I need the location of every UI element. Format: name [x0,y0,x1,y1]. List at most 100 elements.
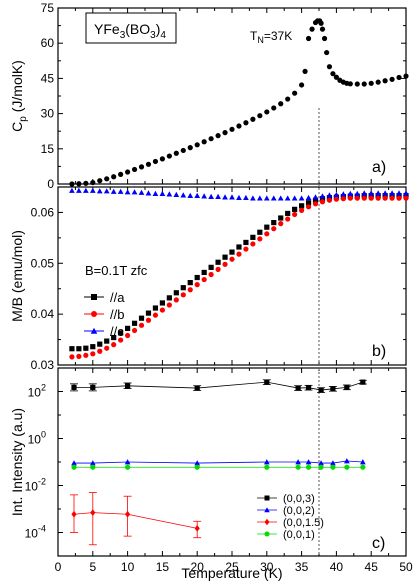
data-point [403,73,409,79]
data-point [82,187,89,193]
data-point [110,188,117,194]
data-point [125,383,131,389]
data-point [340,191,347,197]
data-point [71,384,77,390]
data-point [236,123,242,129]
data-point [271,226,277,232]
data-point [76,187,82,193]
data-point [89,187,96,193]
data-point [69,181,75,187]
data-point [71,464,77,470]
data-point [159,307,165,313]
data-point [278,101,284,107]
x-tick-label: 20 [191,560,205,574]
data-point [284,195,291,201]
y-tick-label: 0.06 [31,205,55,219]
panel-a-label: a) [372,159,386,176]
data-point [166,302,172,308]
data-point [229,256,235,262]
data-point [222,130,228,136]
data-point [229,249,235,255]
data-point [359,459,366,465]
data-point [277,195,284,201]
data-point [264,231,270,237]
compound-box: YFe3(BO3)4 [85,12,177,44]
data-point [333,74,339,80]
data-point [305,459,312,465]
data-point [382,78,388,84]
data-point [152,305,159,311]
data-point [319,199,326,205]
data-point [302,68,308,74]
y-tick-label: 0 [47,177,54,191]
data-point [347,190,354,196]
panel-c-label: c) [372,535,385,552]
data-point [375,190,382,196]
data-point [285,210,291,217]
data-point [299,203,305,209]
data-point [180,285,186,291]
data-point [124,189,131,195]
data-point [326,192,333,198]
data-point [118,171,124,177]
data-point [83,345,89,351]
data-point [180,147,186,154]
data-point [291,195,298,201]
data-point [96,188,103,194]
data-point [389,190,395,196]
data-point [285,216,291,222]
y-tick-label: 75 [41,1,55,15]
data-point [271,105,277,111]
data-point [361,190,368,196]
data-point [145,190,152,196]
series-line [73,512,198,529]
x-tick-label: 45 [365,560,379,574]
data-point [187,287,193,293]
data-point [312,201,319,207]
y-tick-label: 0.04 [31,307,55,321]
data-point [298,195,305,201]
data-point [295,385,301,391]
legend-marker [264,531,270,537]
data-point [131,320,138,326]
data-point [278,215,284,221]
data-point [173,297,179,303]
data-point [111,342,117,348]
data-point [382,190,388,196]
data-point [243,194,249,201]
data-point [389,76,395,82]
data-point [124,459,131,465]
data-point [90,179,96,186]
data-point [71,460,77,466]
data-point [145,161,152,167]
x-tick-label: 10 [121,560,135,574]
data-point [76,181,82,187]
data-point [312,194,319,200]
data-point [382,195,388,201]
data-point [330,460,336,466]
data-point [321,35,328,42]
data-point [243,239,249,246]
data-point [344,384,350,390]
data-point [263,459,270,465]
data-point [166,295,172,301]
data-point [295,464,301,470]
y-tick-label: 10-2 [25,477,46,494]
data-point [222,254,228,260]
data-point [125,325,131,331]
legend-marker [264,507,270,513]
data-point [347,195,353,201]
svg-text:YFe3(BO3)4: YFe3(BO3)4 [94,21,166,41]
legend-marker [91,294,97,300]
data-point [229,126,235,132]
data-point [222,194,228,200]
data-point [309,26,315,32]
data-point [131,166,138,173]
panel-b-ylabel: M/B (emu/mol) [9,230,25,322]
data-point [90,384,96,390]
y-tick-label: 30 [41,107,55,121]
data-point [250,234,256,240]
data-point [354,190,361,196]
data-point [69,354,75,360]
data-point [305,200,312,206]
